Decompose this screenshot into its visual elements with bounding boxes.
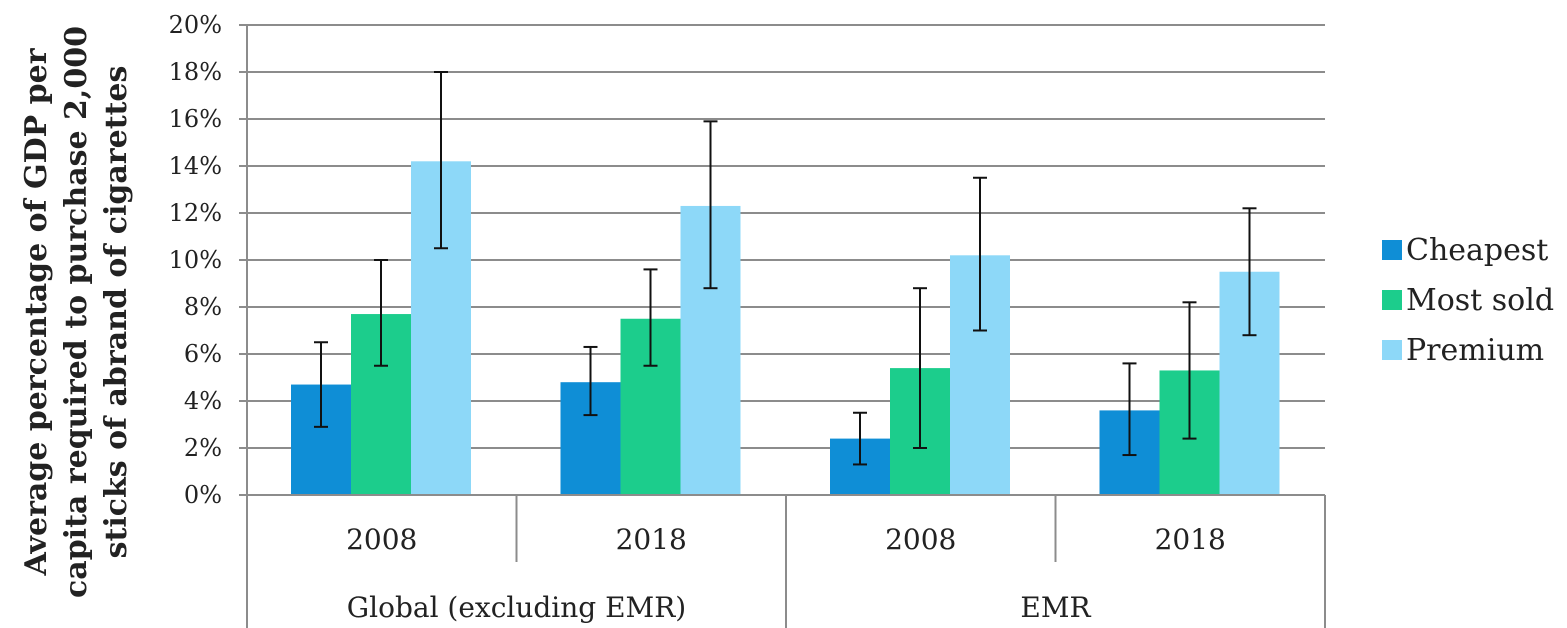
y-tick-label: 14% (169, 152, 222, 180)
x-group-label: EMR (1020, 591, 1091, 624)
legend-swatch (1382, 340, 1402, 360)
x-category-label: 2018 (1155, 523, 1226, 556)
y-axis-title-line-1: Average percentage of GDP per (19, 47, 54, 576)
y-tick-label: 4% (184, 387, 222, 415)
y-tick-label: 2% (184, 434, 222, 462)
legend-label: Premium (1406, 333, 1544, 368)
x-group-label: Global (excluding EMR) (347, 591, 686, 624)
y-axis-title: Average percentage of GDP per capita req… (19, 26, 134, 598)
y-tick-label: 6% (184, 340, 222, 368)
y-axis-title-line-2: capita required to purchase 2,000 (59, 26, 94, 598)
y-tick-label: 10% (169, 246, 222, 274)
x-axis: 2008 2018 2008 2018 Global (excluding EMR) EM… (246, 494, 1326, 628)
x-category-label: 2018 (616, 523, 687, 556)
legend-label: Cheapest (1406, 233, 1548, 268)
y-tick-label: 8% (184, 293, 222, 321)
y-tick-label: 16% (169, 105, 222, 133)
legend-swatch (1382, 240, 1402, 260)
x-category-label: 2008 (885, 523, 956, 556)
error-bars (314, 71, 1257, 466)
y-axis-ticks: 0% 2% 4% 6% 8% 10% 12% 14% 16% 18% 20% (169, 11, 248, 509)
y-tick-label: 18% (169, 58, 222, 86)
y-axis-title-line-3: sticks of abrand of cigarettes (99, 66, 134, 559)
y-tick-label: 20% (169, 11, 222, 39)
bars (291, 161, 1280, 496)
y-tick-label: 12% (169, 199, 222, 227)
x-category-label: 2008 (346, 523, 417, 556)
legend: Cheapest Most sold Premium (1382, 233, 1554, 368)
legend-label: Most sold (1406, 283, 1554, 318)
y-tick-label: 0% (184, 481, 222, 509)
legend-swatch (1382, 290, 1402, 310)
